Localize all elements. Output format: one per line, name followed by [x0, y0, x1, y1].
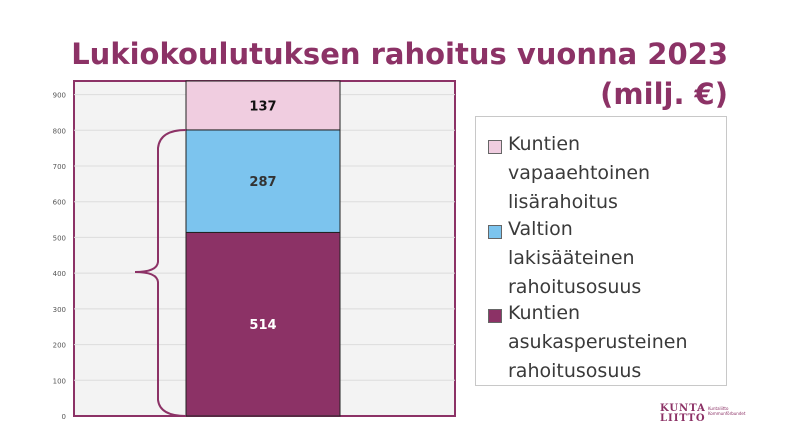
y-tick-label: 600 — [53, 199, 66, 207]
legend-label-line: Valtion — [508, 218, 573, 240]
data-label: 287 — [249, 175, 276, 190]
kuntaliitto-logo: KUNTA LIITTO Kuntaliitto Kommunförbundet — [660, 403, 745, 424]
logo-subtext: Kuntaliitto Kommunförbundet — [708, 406, 748, 416]
legend-item-vapaaehtoinen: Kuntien vapaaehtoinen lisärahoitus — [476, 130, 718, 217]
legend-item-valtion: Valtion lakisääteinen rahoitusosuus — [476, 215, 718, 302]
logo-subtext-line1: Kuntaliitto — [708, 406, 729, 411]
bar-segment — [185, 80, 341, 131]
y-tick-label: 400 — [53, 270, 66, 278]
legend-label-line: Kuntien — [508, 133, 581, 155]
y-tick-label: 100 — [53, 377, 66, 385]
legend-label-line: lisärahoitus — [508, 191, 618, 213]
bar-segment — [185, 231, 341, 417]
tick-layer: 0 100 200 300 400 500 600 700 800 900 — [53, 92, 66, 421]
legend-label-line: asukasperusteinen — [508, 331, 688, 353]
chart-title-line1: Lukiokoulutuksen rahoitus vuonna 2023 — [71, 37, 728, 71]
legend-item-asukasperusteinen: Kuntien asukasperusteinen rahoitusosuus — [476, 299, 718, 386]
legend-swatch-asukasperusteinen — [488, 309, 502, 323]
bar-segment — [185, 129, 341, 233]
chart-title-line2: (milj. €) — [600, 77, 728, 111]
y-tick-label: 200 — [53, 342, 66, 350]
y-tick-label: 900 — [53, 92, 66, 100]
legend: Kuntien vapaaehtoinen lisärahoitus Valti… — [475, 116, 727, 386]
legend-swatch-vapaaehtoinen — [488, 140, 502, 154]
bar-layer: 514 287 137 — [185, 80, 341, 417]
data-label: 137 — [249, 99, 276, 114]
y-tick-label: 500 — [53, 234, 66, 242]
data-label: 514 — [249, 318, 276, 333]
logo-text-line2: LIITTO — [660, 413, 706, 424]
legend-label-line: rahoitusosuus — [508, 360, 642, 382]
legend-label-line: rahoitusosuus — [508, 276, 642, 298]
legend-label-line: vapaaehtoinen — [508, 162, 651, 184]
legend-label-line: lakisääteinen — [508, 247, 635, 269]
y-tick-label: 300 — [53, 306, 66, 314]
y-tick-label: 700 — [53, 163, 66, 171]
legend-swatch-valtion — [488, 225, 502, 239]
curly-brace — [134, 129, 187, 417]
logo-subtext-line2: Kommunförbundet — [708, 411, 746, 416]
legend-label-line: Kuntien — [508, 302, 581, 324]
logo-text-line1: KUNTA — [660, 403, 706, 414]
y-tick-label: 0 — [62, 413, 66, 421]
y-tick-label: 800 — [53, 127, 66, 135]
